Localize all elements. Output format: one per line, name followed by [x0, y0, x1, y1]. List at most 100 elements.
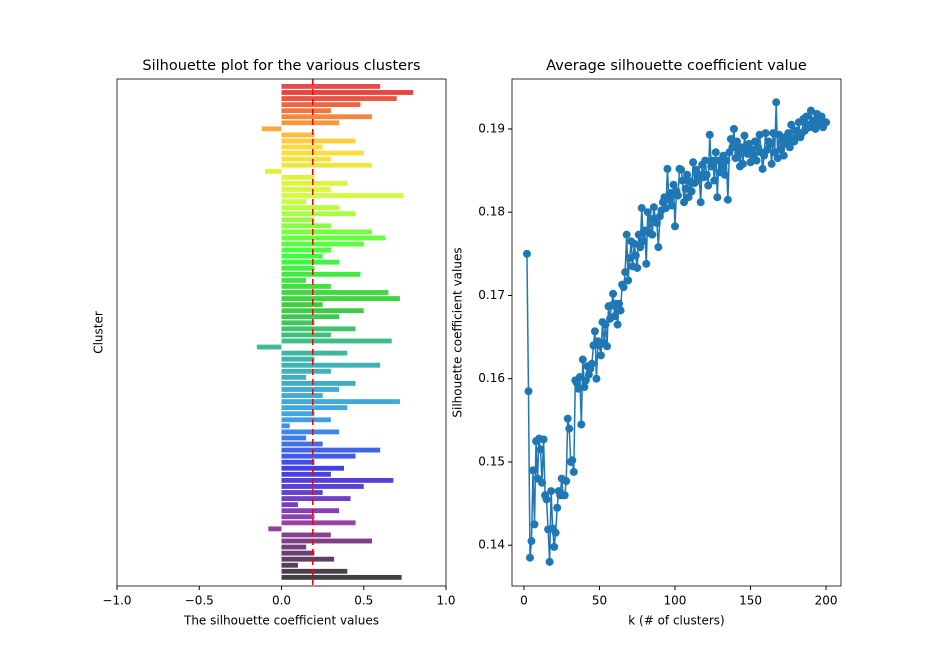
data-point — [704, 181, 713, 190]
data-point — [758, 164, 767, 173]
data-point — [524, 387, 533, 396]
data-point — [569, 467, 578, 476]
silhouette-bar — [281, 550, 315, 556]
data-point — [613, 320, 622, 329]
silhouette-bar — [281, 223, 331, 229]
data-point — [701, 156, 710, 165]
silhouette-bar — [281, 320, 315, 326]
y-tick-label: 0.18 — [478, 205, 505, 219]
silhouette-bar — [281, 265, 315, 271]
data-point — [667, 201, 676, 210]
silhouette-bar — [268, 526, 282, 532]
data-point — [547, 487, 556, 496]
silhouette-bar — [281, 411, 315, 417]
data-point — [677, 165, 686, 174]
data-point — [729, 124, 738, 133]
data-point — [530, 520, 539, 529]
silhouette-bar — [281, 120, 340, 126]
silhouette-bar — [281, 302, 323, 308]
data-point — [822, 118, 831, 127]
data-point — [728, 143, 737, 152]
silhouette-bar — [281, 508, 340, 514]
x-tick-label: 1.0 — [436, 594, 455, 608]
data-point — [652, 219, 661, 228]
silhouette-bar — [281, 502, 298, 508]
data-point — [766, 139, 775, 148]
data-point — [738, 159, 747, 168]
data-point — [773, 154, 782, 163]
data-point — [624, 276, 633, 285]
data-point — [705, 130, 714, 139]
silhouette-bar — [281, 532, 331, 538]
silhouette-bar — [281, 90, 414, 95]
data-point — [568, 456, 577, 465]
data-point — [560, 491, 569, 500]
silhouette-bar — [281, 253, 323, 259]
data-point — [634, 230, 643, 239]
data-point — [681, 184, 690, 193]
data-point — [802, 112, 811, 121]
x-tick-label: 100 — [664, 594, 687, 608]
data-point — [752, 156, 761, 165]
silhouette-bar — [281, 156, 331, 162]
data-point — [713, 193, 722, 202]
data-point — [784, 129, 793, 138]
data-point — [615, 299, 624, 308]
data-point — [542, 495, 551, 504]
data-point — [755, 130, 764, 139]
silhouette-bar — [281, 484, 364, 489]
data-point — [625, 253, 634, 262]
silhouette-bar — [281, 259, 340, 265]
data-point — [642, 259, 651, 268]
silhouette-bar — [281, 471, 331, 477]
silhouette-bar — [281, 562, 298, 568]
x-axis-label: k (# of clusters) — [628, 614, 724, 628]
silhouette-bar — [281, 114, 372, 120]
silhouette-bar — [281, 162, 372, 168]
silhouette-bar — [281, 284, 331, 289]
silhouette-bar — [281, 290, 389, 295]
silhouette-bar — [281, 174, 315, 180]
data-point — [708, 156, 717, 165]
silhouette-bar — [281, 229, 372, 235]
data-point — [525, 553, 534, 562]
x-tick-label: 200 — [815, 594, 838, 608]
x-tick-label: 0 — [520, 594, 528, 608]
silhouette-bar — [281, 356, 315, 362]
silhouette-bar — [281, 568, 348, 574]
data-point — [522, 249, 531, 258]
data-point — [528, 466, 537, 475]
x-tick-label: −0.5 — [185, 594, 214, 608]
data-point — [631, 251, 640, 260]
data-point — [669, 180, 678, 189]
data-point — [575, 373, 584, 382]
silhouette-bar — [281, 453, 356, 459]
data-point — [553, 503, 562, 512]
silhouette-bar — [265, 168, 282, 174]
data-point — [678, 176, 687, 185]
data-point — [550, 542, 559, 551]
data-point — [696, 198, 705, 207]
silhouette-bar — [281, 490, 323, 495]
silhouette-bar — [281, 217, 315, 223]
data-point — [720, 170, 729, 179]
silhouette-bar — [281, 308, 364, 314]
silhouette-bar — [281, 314, 340, 320]
data-point — [563, 414, 572, 423]
data-point — [740, 131, 749, 140]
silhouette-bar — [281, 477, 394, 483]
y-axis-label: Silhouette coefficient values — [451, 247, 465, 417]
silhouette-bar — [281, 326, 356, 332]
data-point — [772, 98, 781, 107]
silhouette-bar — [281, 447, 381, 453]
silhouette-bar — [281, 332, 331, 338]
silhouette-bar — [281, 241, 364, 247]
silhouette-bar — [281, 362, 381, 368]
silhouette-bar — [281, 271, 361, 277]
silhouette-bar — [281, 423, 290, 429]
data-point — [717, 162, 726, 171]
data-point — [587, 359, 596, 368]
y-tick-label: 0.15 — [478, 454, 505, 468]
data-point — [785, 143, 794, 152]
silhouette-bar — [281, 132, 315, 138]
